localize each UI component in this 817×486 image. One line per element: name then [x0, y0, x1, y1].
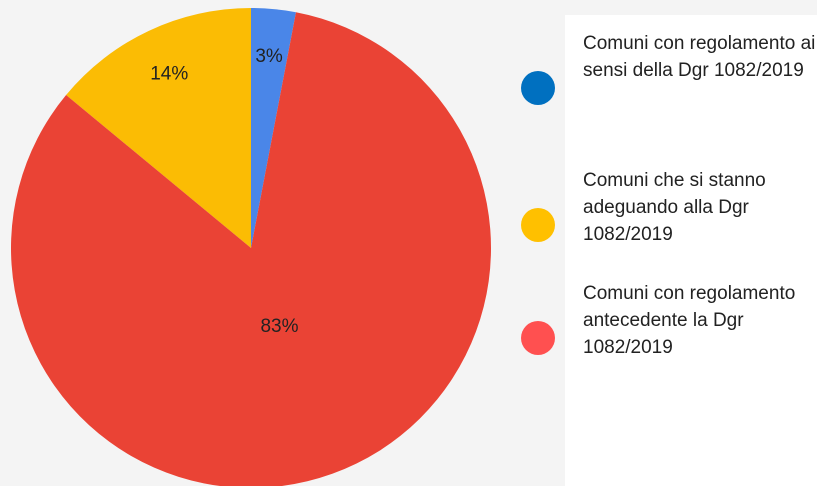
data-label: 83%: [260, 316, 298, 337]
legend-marker: [521, 208, 555, 242]
data-label: 3%: [255, 46, 283, 67]
legend-marker: [521, 321, 555, 355]
legend-marker: [521, 71, 555, 105]
pie-slice: [251, 8, 296, 248]
pie-slice: [66, 8, 252, 248]
legend: Comuni con regolamento ai sensi della Dg…: [521, 15, 817, 486]
pie-slice: [11, 12, 491, 486]
data-label: 14%: [150, 63, 188, 84]
legend-label: Comuni che si stanno adeguando alla Dgr …: [583, 170, 766, 245]
pie: 3% 14% 83%: [11, 8, 491, 486]
legend-label: Comuni con regolamento ai sensi della Dg…: [583, 33, 816, 81]
legend-label: Comuni con regolamento antecedente la Dg…: [583, 283, 796, 358]
